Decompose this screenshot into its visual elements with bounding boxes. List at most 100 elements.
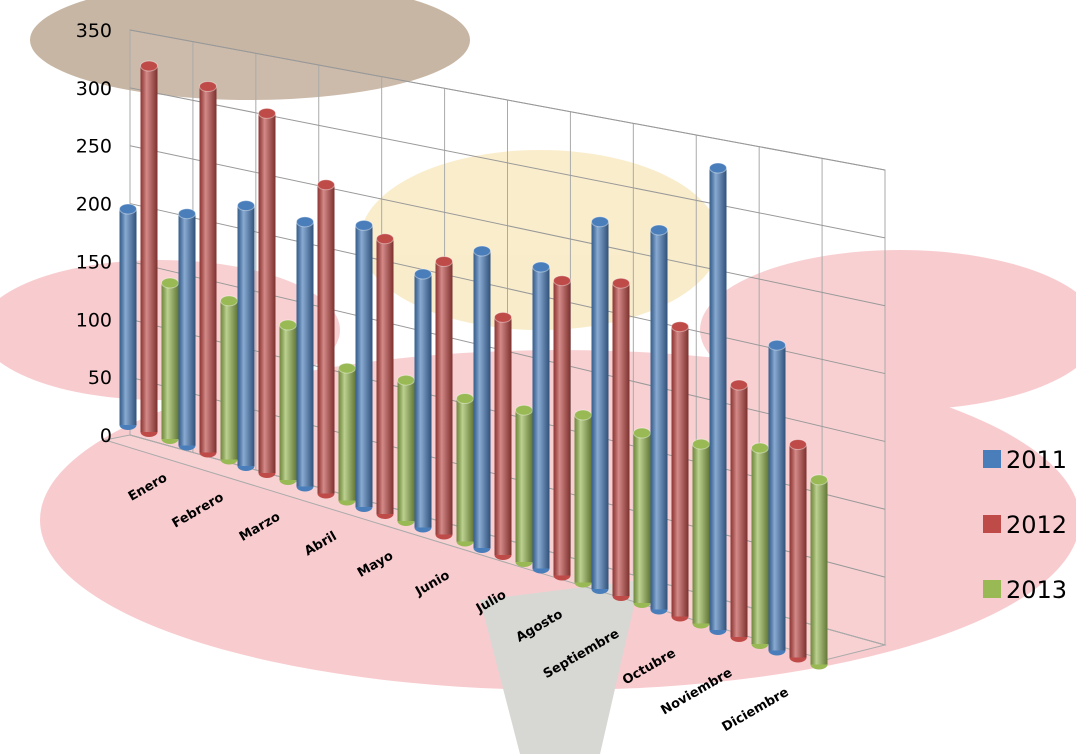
y-tick-label: 100	[76, 309, 112, 331]
cylinder-bar	[494, 311, 512, 560]
cylinder-top	[612, 277, 630, 289]
cylinder-bar	[279, 319, 297, 485]
cylinder-bar	[768, 339, 786, 656]
cylinder-shade	[279, 325, 297, 480]
cylinder-shade	[338, 368, 356, 501]
cylinder-shade	[633, 433, 651, 603]
legend-label: 2012	[1006, 511, 1067, 539]
cylinder-top	[199, 81, 217, 92]
cylinder-shade	[258, 113, 276, 474]
cylinder-top	[397, 374, 415, 386]
cylinder-bar	[633, 427, 651, 608]
cylinder-bar	[178, 208, 196, 451]
cylinder-top	[709, 162, 727, 174]
cylinder-bar	[810, 474, 828, 670]
cylinder-shade	[709, 168, 727, 630]
cylinder-bar	[709, 162, 727, 635]
y-tick-label: 0	[100, 425, 112, 447]
y-tick-label: 50	[88, 367, 112, 389]
y-tick-label: 200	[76, 194, 112, 216]
cylinder-bar	[671, 321, 689, 622]
cylinder-bar	[751, 442, 769, 649]
cylinder-shade	[574, 415, 592, 583]
cylinder-top	[435, 256, 453, 267]
cylinder-shade	[751, 448, 769, 644]
cylinder-shade	[692, 444, 710, 624]
cylinder-top	[751, 442, 769, 454]
cylinder-bar	[414, 268, 432, 533]
cylinder-top	[591, 216, 609, 228]
y-tick-label: 300	[76, 78, 112, 100]
cylinder-shade	[220, 300, 238, 460]
cylinder-bar	[317, 179, 335, 499]
cylinder-shade	[768, 345, 786, 651]
cylinder-shade	[199, 86, 217, 453]
cylinder-top	[671, 321, 689, 333]
cylinder-bar	[237, 200, 255, 471]
cylinder-shade	[397, 380, 415, 521]
cylinder-shade	[178, 213, 196, 446]
cylinder-top	[532, 261, 550, 273]
cylinder-top	[161, 277, 179, 289]
cylinder-top	[553, 275, 571, 287]
cylinder-shade	[376, 238, 394, 515]
cylinder-bar	[789, 439, 807, 663]
cylinder-top	[810, 474, 828, 486]
cylinder-top	[258, 107, 276, 119]
cylinder-bar	[456, 393, 474, 547]
cylinder-shade	[515, 410, 533, 562]
cylinder-bar	[553, 275, 571, 581]
bars	[119, 60, 828, 670]
cylinder-top	[220, 295, 238, 307]
cylinder-shade	[810, 479, 828, 665]
cylinder-bar	[258, 107, 276, 478]
cylinder-bar	[296, 216, 314, 492]
cylinder-shade	[473, 251, 491, 548]
cylinder-shade	[532, 267, 550, 569]
cylinder-bar	[220, 295, 238, 465]
legend-label: 2011	[1006, 446, 1067, 474]
cylinder-bar	[397, 374, 415, 526]
cylinder-shade	[119, 209, 137, 425]
cylinder-top	[338, 362, 356, 374]
cylinder-top	[633, 427, 651, 439]
cylinder-bar	[338, 362, 356, 506]
cylinder-top	[317, 179, 335, 191]
cylinder-bar	[355, 219, 373, 512]
cylinder-bar	[119, 203, 137, 430]
cylinder-top	[296, 216, 314, 228]
cylinder-top	[789, 439, 807, 450]
cylinder-top	[473, 245, 491, 257]
cylinder-shade	[730, 385, 748, 637]
legend-swatch	[983, 450, 1001, 468]
grid-line	[129, 29, 886, 171]
legend-swatch	[983, 515, 1001, 533]
cylinder-shade	[789, 444, 807, 658]
cylinder-shade	[435, 261, 453, 535]
x-tick-label: Diciembre	[720, 685, 792, 735]
cylinder-top	[456, 393, 474, 404]
cylinder-top	[414, 268, 432, 280]
cylinder-top	[355, 219, 373, 231]
y-tick-label: 150	[76, 251, 112, 273]
cylinder-bar	[435, 256, 453, 540]
cylinder-bar	[692, 438, 710, 629]
cylinder-shade	[161, 283, 179, 439]
cylinder-shade	[591, 221, 609, 590]
cylinder-top	[140, 60, 158, 72]
y-tick-label: 350	[76, 20, 112, 42]
legend-swatch	[983, 580, 1001, 598]
cylinder-shade	[456, 398, 474, 542]
cylinder-shade	[612, 283, 630, 596]
cylinder-shade	[414, 274, 432, 528]
cylinder-top	[650, 224, 668, 236]
cylinder-top	[279, 319, 297, 331]
cylinder-top	[178, 208, 196, 220]
cylinder-top	[494, 311, 512, 323]
cylinder-shade	[494, 317, 512, 555]
cylinder-shade	[671, 326, 689, 617]
cylinder-bar	[515, 404, 533, 567]
grid-line	[129, 203, 886, 375]
cylinder-top	[692, 438, 710, 450]
